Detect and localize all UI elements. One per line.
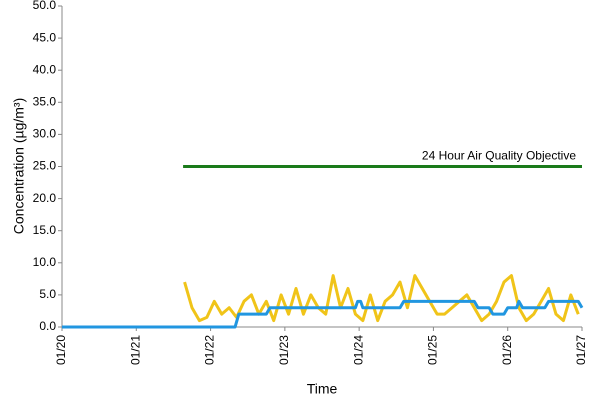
data-line [62,299,584,329]
y-tick-label: 35.0 [33,94,57,108]
x-tick-label: 01/20 [54,335,68,365]
y-tick-label: 5.0 [39,287,56,301]
y-tick-label: 50.0 [33,0,57,12]
x-tick-label: 01/24 [351,335,365,365]
x-tick-label: 01/25 [426,335,440,365]
x-tick-label: 01/23 [277,335,291,365]
y-tick-label: 30.0 [33,127,57,141]
y-tick-label: 45.0 [33,30,57,44]
y-tick-label: 25.0 [33,159,57,173]
y-tick-label: 15.0 [33,223,57,237]
y-tick-label: 40.0 [33,62,57,76]
y-tick-label: 0.0 [39,319,56,333]
y-tick-label: 20.0 [33,191,57,205]
y-axis-label: Concentration (µg/m³) [11,98,27,234]
x-tick-label: 01/21 [128,335,142,365]
x-tick-label: 01/26 [500,335,514,365]
x-tick-label: 01/22 [203,335,217,365]
x-axis-label: Time [307,381,338,397]
x-tick-label: 01/27 [574,335,588,365]
data-line [183,274,580,323]
annotation: 24 Hour Air Quality Objective [422,149,576,163]
y-tick-label: 10.0 [33,255,57,269]
